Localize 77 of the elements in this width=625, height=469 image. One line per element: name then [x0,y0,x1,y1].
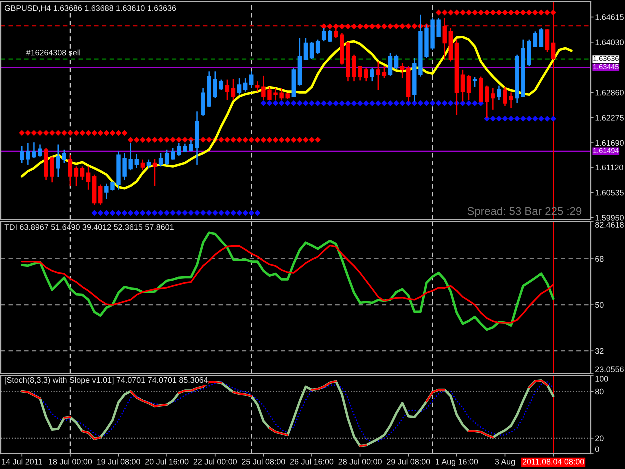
candlestick [225,79,230,101]
y-tick-label: 1.59950 [596,215,624,221]
candlestick [382,66,387,79]
candlestick [545,28,550,53]
y-tick-label: 1.60535 [596,190,624,196]
y-tick-label: 0 [595,446,600,452]
x-tick-label: 29 Jul 08:00 [387,458,430,465]
candlestick [62,149,67,164]
candlestick [539,28,544,48]
candlestick [213,71,218,99]
candlestick [140,159,146,171]
line-series [20,36,573,190]
candlestick [394,54,399,70]
x-tick-label: 19 Jul 08:00 [97,458,140,465]
line-series [20,232,555,332]
chart-title: [Stoch(8,3,3) with Slope v1.01] 74.0701 74.0701 85.3064 [5,377,208,385]
candlestick [177,142,182,157]
x-tick-label: 2011.08.04 08:00 [522,459,584,465]
y-tick-label: 68 [596,256,604,262]
y-tick-label: 1.61120 [596,164,624,171]
candlestick [497,85,502,101]
candlestick [98,184,103,206]
candlestick [491,88,496,111]
y-tick-label: 100 [596,376,608,382]
x-tick-label: 22 Jul 00:00 [194,458,238,465]
candlestick [310,42,314,60]
x-tick-label: 14 Jul 2011 [2,458,42,465]
x-tick-label: 3 Aug [495,459,516,466]
candlestick [219,79,224,91]
candlestick [80,166,85,181]
candlestick [231,78,236,102]
y-tick-label: 82.4618 [596,222,624,228]
y-tick-label: 1.61690 [596,140,624,146]
chart-title: GBPUSD,H4 1.63686 1.63688 1.63610 1.63636 [4,5,176,12]
candlestick [158,152,164,168]
y-tick-label: 32 [595,348,604,354]
candlestick [250,71,254,90]
candlestick [171,148,176,160]
candlestick [243,78,248,92]
candlestick [472,76,478,88]
x-tick-label: 20 Jul 16:00 [146,458,189,465]
candlestick [533,31,538,48]
candlestick [466,74,472,101]
candlestick [328,29,332,44]
y-tick-label: 1.62860 [596,90,624,96]
x-tick-label: 18 Jul 00:00 [49,458,92,465]
candlestick [68,154,73,188]
y-tick-label: 20 [596,436,604,442]
x-tick-label: 25 Jul 08:00 [242,458,286,465]
candlestick [237,78,242,96]
candlestick [304,37,308,62]
candlestick [364,68,368,82]
annotation: #16264308 sell [26,50,80,56]
candlestick [442,18,447,61]
candlestick [527,39,532,67]
x-tick-label: 28 Jul 00:00 [338,458,382,465]
x-tick-label: 1 Aug 16:00 [436,459,478,466]
y-tick-label: 80 [596,388,604,395]
candlestick [316,39,320,56]
chart-title: TDI 63.8967 51.6490 39.4012 52.3615 57.8601 [4,224,174,230]
y-tick-label: 1.64030 [596,40,624,46]
candlestick [376,61,381,91]
candlestick [388,52,393,77]
candlestick [56,144,60,178]
candlestick [74,166,79,188]
candlestick [134,154,139,170]
x-tick-label: 26 Jul 16:00 [290,458,334,465]
candlestick [400,62,405,79]
candlestick [20,146,24,164]
candlestick [370,68,374,82]
y-tick-label: 1.64615 [596,14,624,20]
y-tick-label: 1.62275 [596,115,624,121]
y-tick-label: 50 [595,302,604,308]
candlestick [152,158,158,188]
candlestick [86,166,91,191]
y-tick-label: 23.0556 [596,366,624,372]
candlestick [164,149,170,166]
